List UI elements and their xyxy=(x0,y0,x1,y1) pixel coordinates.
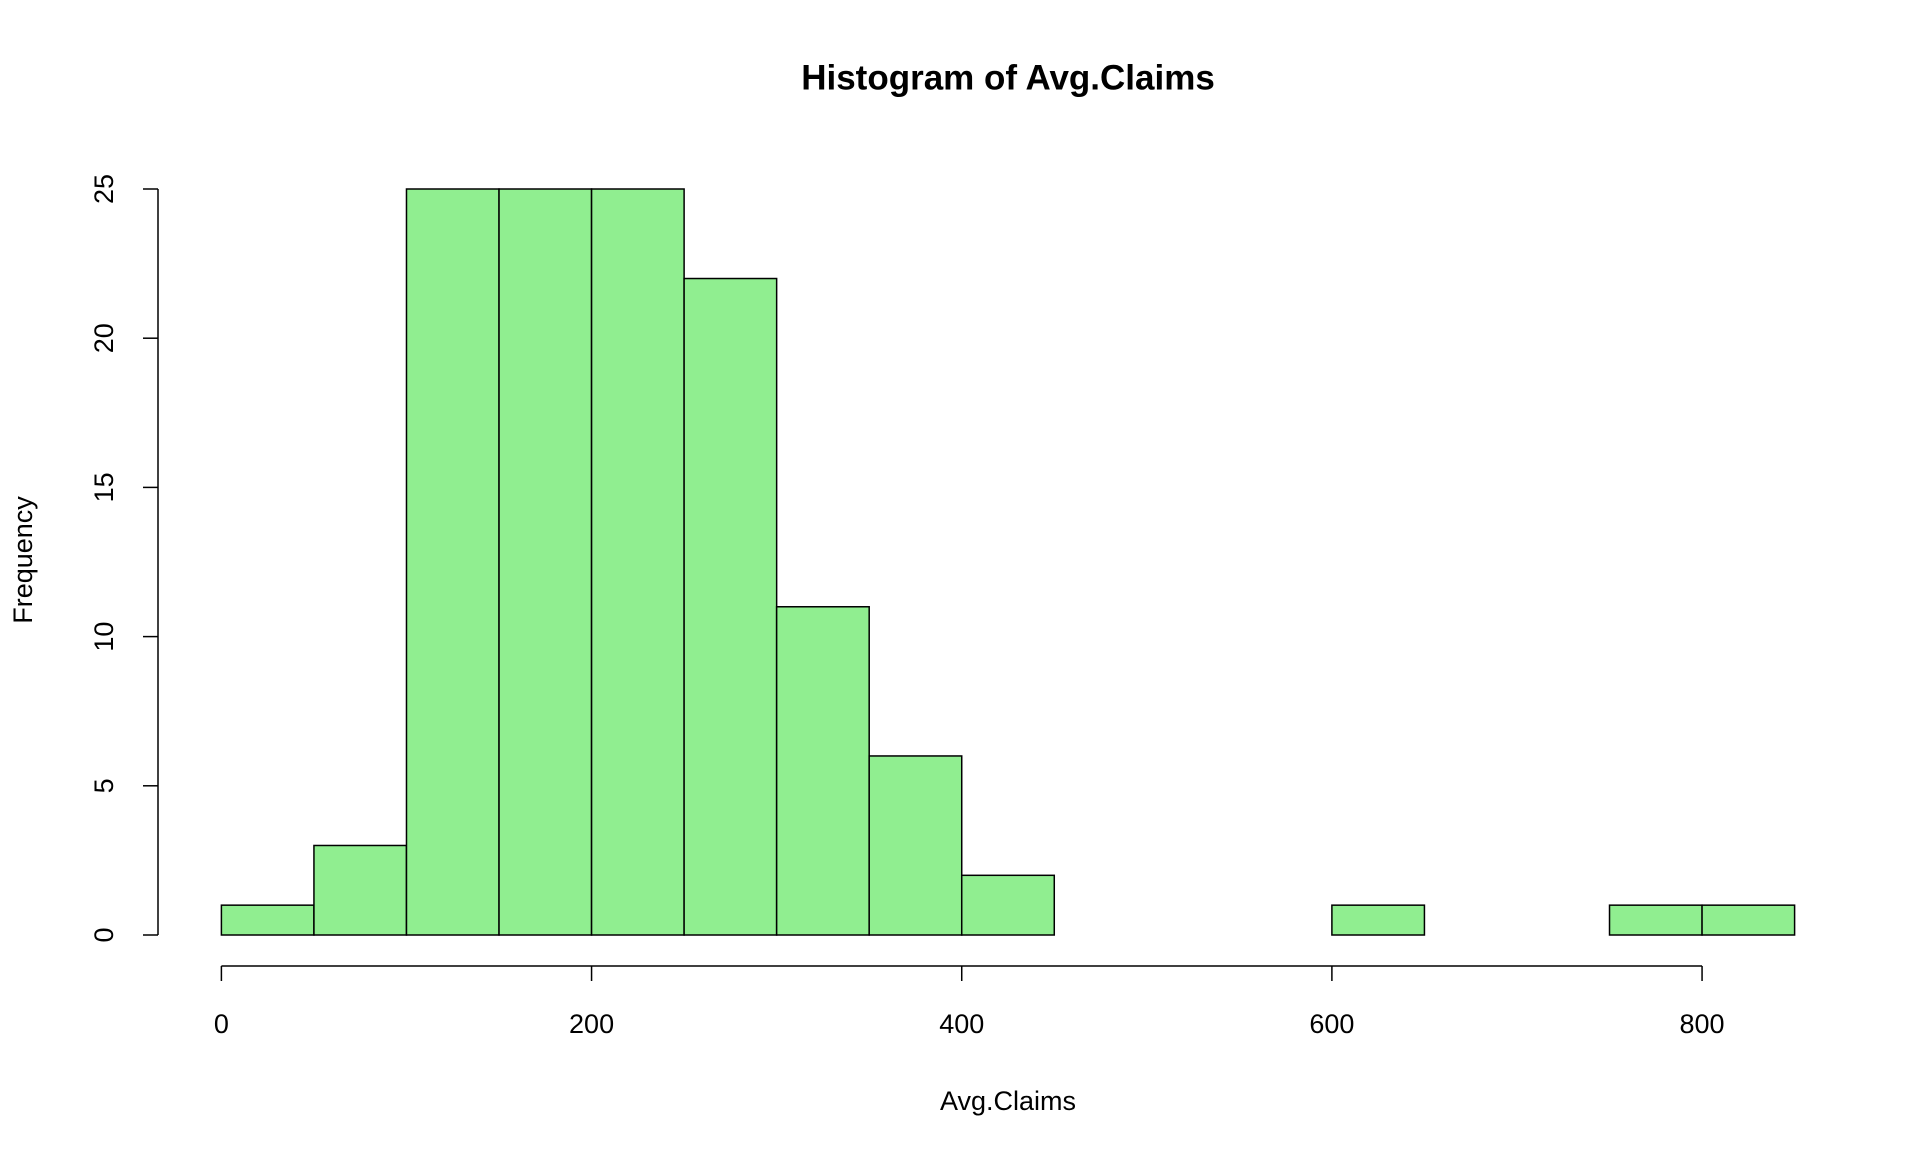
bar xyxy=(220,904,315,936)
x-axis-label: Avg.Claims xyxy=(940,1086,1076,1116)
bar xyxy=(498,188,593,936)
bar xyxy=(1331,904,1426,936)
y-tick-label: 25 xyxy=(89,174,119,204)
y-tick-label: 15 xyxy=(89,472,119,502)
bar xyxy=(1701,904,1796,936)
x-tick-label: 800 xyxy=(1680,1009,1725,1039)
bar xyxy=(960,874,1056,936)
x-tick-label: 200 xyxy=(569,1009,614,1039)
y-tick-label: 20 xyxy=(89,323,119,353)
bar xyxy=(1608,904,1703,936)
bar xyxy=(683,277,778,936)
bar xyxy=(313,844,408,936)
bar xyxy=(868,755,963,936)
y-tick-label: 5 xyxy=(89,778,119,793)
x-tick-label: 400 xyxy=(939,1009,984,1039)
x-tick-label: 0 xyxy=(214,1009,229,1039)
bar xyxy=(405,188,500,936)
bar xyxy=(590,188,685,936)
y-tick-label: 10 xyxy=(89,622,119,652)
bar xyxy=(775,606,870,936)
y-tick-label: 0 xyxy=(89,927,119,942)
chart-title: Histogram of Avg.Claims xyxy=(801,58,1215,97)
x-tick-label: 600 xyxy=(1309,1009,1354,1039)
y-axis-label: Frequency xyxy=(8,496,38,624)
